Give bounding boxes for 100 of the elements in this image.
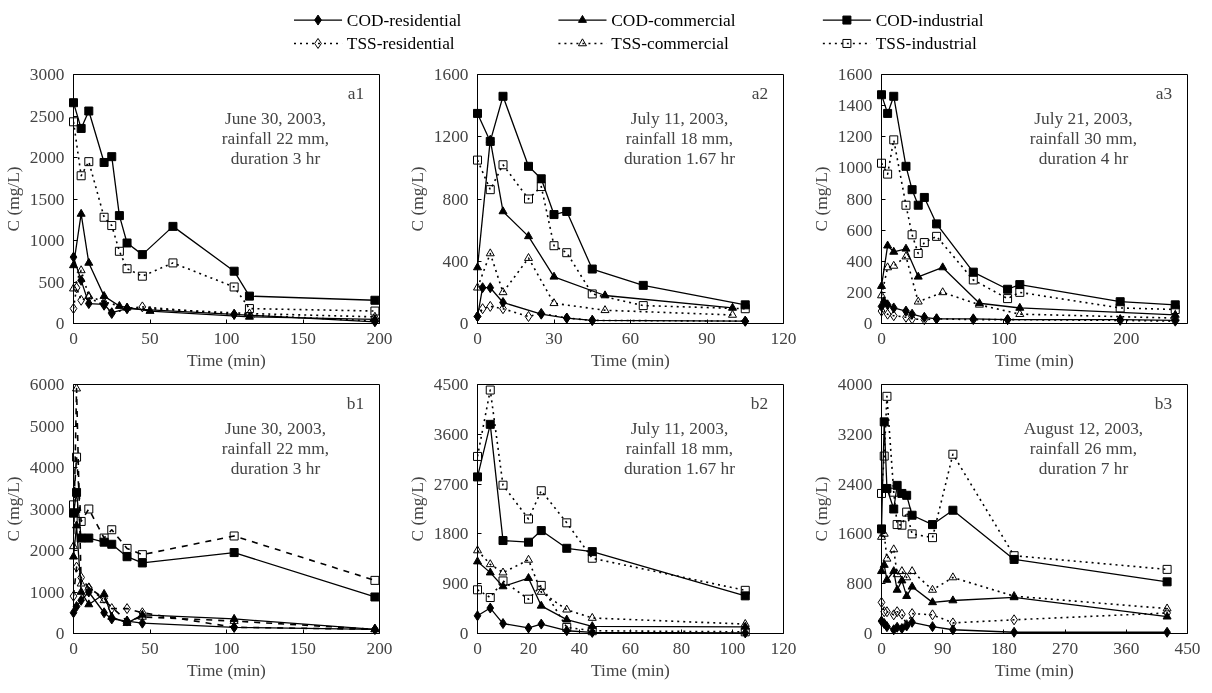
annotation: b2 xyxy=(750,394,769,414)
legend-label: COD-industrial xyxy=(875,10,984,30)
y-tick-label: 400 xyxy=(846,251,873,271)
y-tick-label: 600 xyxy=(846,220,873,240)
y-tick-label: 0 xyxy=(459,314,469,333)
annotation: duration 4 hr xyxy=(1038,149,1129,169)
x-tick-label: 120 xyxy=(770,328,797,348)
annotation: August 12, 2003, xyxy=(1023,419,1144,439)
y-axis-title: C (mg/L) xyxy=(407,166,427,232)
x-tick-label: 100 xyxy=(719,638,746,658)
annotation: b3 xyxy=(1154,394,1173,414)
y-tick-label: 1800 xyxy=(433,524,469,544)
y-tick-label: 800 xyxy=(846,574,873,594)
x-tick-label: 30 xyxy=(545,328,563,348)
x-axis-title: Time (min) xyxy=(995,660,1075,680)
annotation: a3 xyxy=(1155,84,1173,104)
x-tick-label: 20 xyxy=(519,638,538,658)
x-tick-label: 150 xyxy=(290,638,316,658)
x-tick-label: 90 xyxy=(698,328,716,348)
annotation: duration 7 hr xyxy=(1038,459,1129,479)
x-tick-label: 40 xyxy=(570,638,589,658)
x-tick-label: 60 xyxy=(621,328,640,348)
annotation: b1 xyxy=(346,394,365,414)
annotation: June 30, 2003, xyxy=(224,109,326,129)
legend-label: COD-commercial xyxy=(611,10,736,30)
x-tick-label: 150 xyxy=(290,328,316,348)
y-tick-label: 0 xyxy=(55,314,65,333)
x-axis-title: Time (min) xyxy=(187,660,267,680)
y-tick-label: 3200 xyxy=(837,424,873,444)
x-axis-title: Time (min) xyxy=(995,350,1075,370)
x-axis-title: Time (min) xyxy=(591,350,671,370)
y-axis-title: C (mg/L) xyxy=(3,476,23,542)
y-tick-label: 1600 xyxy=(837,65,873,84)
annotation: July 11, 2003, xyxy=(630,109,729,129)
y-axis-title: C (mg/L) xyxy=(811,166,831,232)
y-tick-label: 900 xyxy=(442,574,469,594)
y-tick-label: 0 xyxy=(55,624,65,643)
legend-label: TSS-commercial xyxy=(611,33,729,53)
x-axis-title: Time (min) xyxy=(591,660,671,680)
y-tick-label: 4500 xyxy=(433,375,469,394)
y-tick-label: 1000 xyxy=(29,231,65,250)
legend-label: TSS-industrial xyxy=(875,33,978,53)
annotation: rainfall 26 mm, xyxy=(1029,439,1138,459)
x-tick-label: 180 xyxy=(990,638,1017,658)
x-axis-title: Time (min) xyxy=(187,350,267,370)
y-tick-label: 1600 xyxy=(433,65,469,84)
x-tick-label: 100 xyxy=(990,328,1017,348)
y-tick-label: 1000 xyxy=(837,158,873,178)
y-tick-label: 5000 xyxy=(29,416,65,436)
legend-label: TSS-residential xyxy=(346,33,455,53)
y-tick-label: 1000 xyxy=(29,582,65,602)
x-tick-label: 0 xyxy=(473,328,482,348)
y-tick-label: 4000 xyxy=(29,458,65,477)
annotation: a1 xyxy=(347,84,365,104)
x-tick-label: 0 xyxy=(69,328,78,348)
y-tick-label: 1400 xyxy=(837,96,873,116)
y-tick-label: 2700 xyxy=(433,474,469,494)
y-tick-label: 1500 xyxy=(29,189,65,209)
x-tick-label: 200 xyxy=(366,328,393,348)
annotation: July 21, 2003, xyxy=(1034,109,1133,129)
y-tick-label: 2000 xyxy=(29,541,65,560)
y-axis-title: C (mg/L) xyxy=(3,166,23,232)
annotation: rainfall 22 mm, xyxy=(221,439,330,459)
annotation: duration 3 hr xyxy=(230,459,321,479)
x-tick-label: 0 xyxy=(877,638,886,658)
y-tick-label: 200 xyxy=(846,282,873,302)
y-tick-label: 1200 xyxy=(837,127,873,147)
y-tick-label: 800 xyxy=(846,189,873,209)
x-tick-label: 0 xyxy=(69,638,78,658)
y-tick-label: 0 xyxy=(459,624,469,643)
x-tick-label: 60 xyxy=(621,638,640,658)
x-tick-label: 80 xyxy=(672,638,691,658)
x-tick-label: 50 xyxy=(141,638,159,658)
x-tick-label: 100 xyxy=(213,328,240,348)
x-tick-label: 200 xyxy=(366,638,393,658)
y-tick-label: 3000 xyxy=(29,499,65,519)
y-tick-label: 4000 xyxy=(837,375,873,394)
annotation: rainfall 30 mm, xyxy=(1029,129,1138,149)
x-tick-label: 120 xyxy=(770,638,797,658)
annotation: duration 1.67 hr xyxy=(623,459,736,479)
y-axis-title: C (mg/L) xyxy=(407,476,427,542)
y-tick-label: 0 xyxy=(863,314,873,333)
y-tick-label: 3000 xyxy=(29,65,65,84)
y-tick-label: 1600 xyxy=(837,524,873,544)
x-tick-label: 360 xyxy=(1113,638,1140,658)
y-tick-label: 3600 xyxy=(433,424,469,444)
y-tick-label: 2000 xyxy=(29,148,65,167)
y-tick-label: 800 xyxy=(442,189,469,209)
x-tick-label: 200 xyxy=(1113,328,1140,348)
x-tick-label: 0 xyxy=(877,328,886,348)
annotation: rainfall 22 mm, xyxy=(221,129,330,149)
annotation: duration 1.67 hr xyxy=(623,149,736,169)
annotation: June 30, 2003, xyxy=(224,419,326,439)
y-tick-label: 500 xyxy=(38,272,65,292)
x-tick-label: 270 xyxy=(1052,638,1079,658)
y-tick-label: 1200 xyxy=(433,127,469,147)
annotation: July 11, 2003, xyxy=(630,419,729,439)
y-tick-label: 2400 xyxy=(837,474,873,494)
x-tick-label: 450 xyxy=(1174,638,1201,658)
y-tick-label: 2500 xyxy=(29,106,65,126)
